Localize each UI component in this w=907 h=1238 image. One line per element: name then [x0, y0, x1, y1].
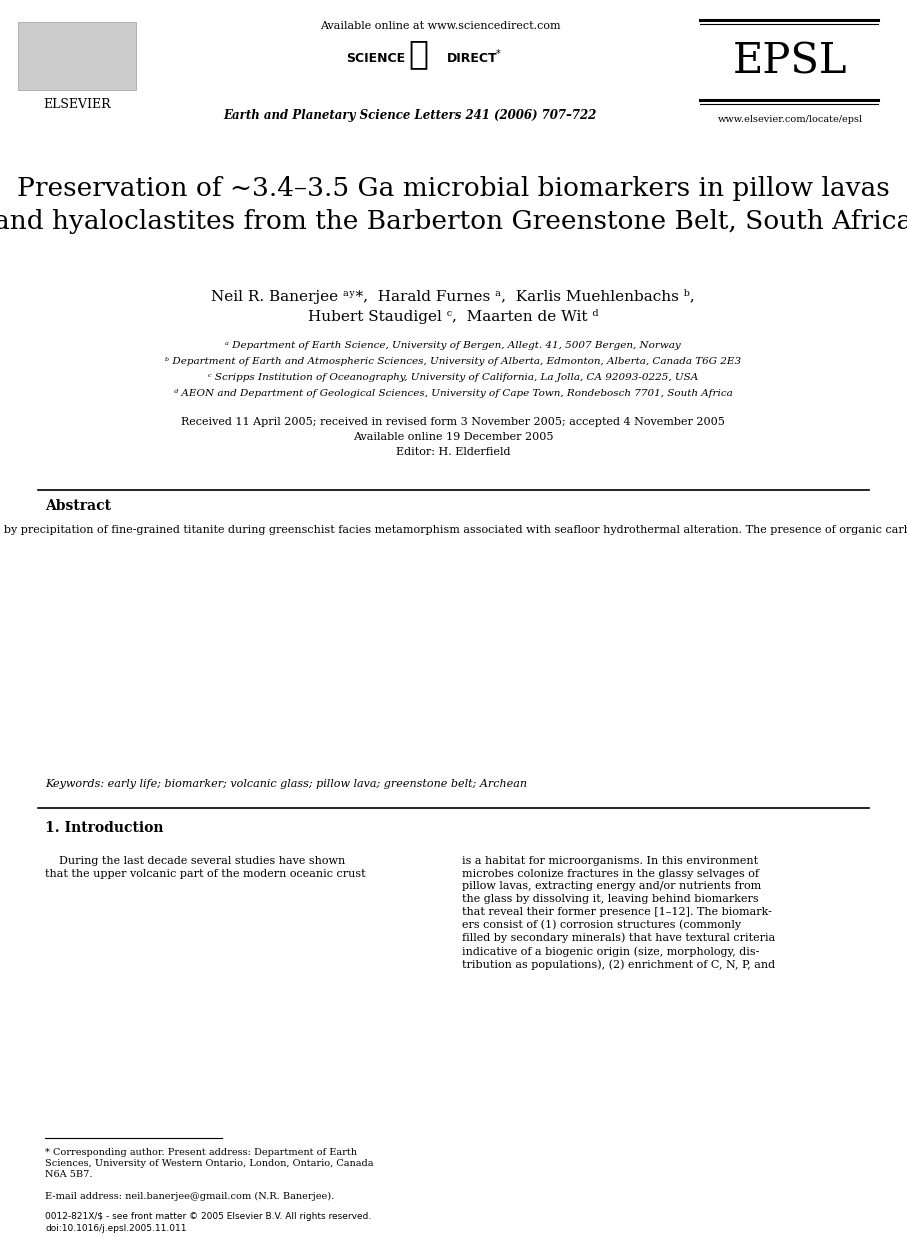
Text: ᶜ Scripps Institution of Oceanography, University of California, La Jolla, CA 92: ᶜ Scripps Institution of Oceanography, U…	[208, 374, 698, 383]
Bar	[18, 22, 136, 90]
Text: E-mail address: neil.banerjee@gmail.com (N.R. Banerjee).: E-mail address: neil.banerjee@gmail.com …	[45, 1192, 335, 1201]
Text: ⓐ: ⓐ	[408, 37, 428, 71]
Text: During the last decade several studies have shown: During the last decade several studies h…	[45, 855, 346, 867]
Text: doi:10.1016/j.epsl.2005.11.011: doi:10.1016/j.epsl.2005.11.011	[45, 1224, 187, 1233]
Text: SCIENCE: SCIENCE	[346, 52, 405, 64]
Text: 0012-821X/$ - see front matter © 2005 Elsevier B.V. All rights reserved.: 0012-821X/$ - see front matter © 2005 El…	[45, 1212, 371, 1221]
Text: Preservation of ~3.4–3.5 Ga microbial biomarkers in pillow lavas
and hyaloclasti: Preservation of ~3.4–3.5 Ga microbial bi…	[0, 176, 907, 234]
Text: Available online 19 December 2005: Available online 19 December 2005	[353, 432, 553, 442]
Text: Editor: H. Elderfield: Editor: H. Elderfield	[395, 447, 511, 457]
Text: ELSEVIER: ELSEVIER	[44, 98, 111, 111]
Text: Exceptionally well-preserved pillow lavas and inter-pillow hyaloclastites from t: Exceptionally well-preserved pillow lava…	[0, 524, 907, 548]
Text: ᵈ AEON and Department of Geological Sciences, University of Cape Town, Rondebosc: ᵈ AEON and Department of Geological Scie…	[173, 390, 732, 399]
Text: is a habitat for microorganisms. In this environment
microbes colonize fractures: is a habitat for microorganisms. In this…	[462, 855, 775, 971]
Text: Received 11 April 2005; received in revised form 3 November 2005; accepted 4 Nov: Received 11 April 2005; received in revi…	[181, 417, 725, 427]
Text: that the upper volcanic part of the modern oceanic crust: that the upper volcanic part of the mode…	[45, 869, 366, 879]
Text: Available online at www.sciencedirect.com: Available online at www.sciencedirect.co…	[319, 21, 561, 31]
Text: ᵃ Department of Earth Science, University of Bergen, Allegt. 41, 5007 Bergen, No: ᵃ Department of Earth Science, Universit…	[225, 342, 681, 350]
Text: Abstract: Abstract	[45, 499, 111, 513]
Text: Earth and Planetary Science Letters 241 (2006) 707–722: Earth and Planetary Science Letters 241 …	[223, 109, 597, 123]
Text: 1. Introduction: 1. Introduction	[45, 821, 163, 834]
Text: Hubert Staudigel ᶜ,  Maarten de Wit ᵈ: Hubert Staudigel ᶜ, Maarten de Wit ᵈ	[307, 308, 599, 323]
Text: www.elsevier.com/locate/epsl: www.elsevier.com/locate/epsl	[717, 115, 863, 125]
Text: Neil R. Banerjee ᵃʸ*,  Harald Furnes ᵃ,  Karlis Muehlenbachs ᵇ,: Neil R. Banerjee ᵃʸ*, Harald Furnes ᵃ, K…	[211, 288, 695, 303]
Text: Keywords: early life; biomarker; volcanic glass; pillow lava; greenstone belt; A: Keywords: early life; biomarker; volcani…	[45, 779, 527, 789]
Text: * Corresponding author. Present address: Department of Earth
Sciences, Universit: * Corresponding author. Present address:…	[45, 1148, 374, 1180]
Text: ᵇ Department of Earth and Atmospheric Sciences, University of Alberta, Edmonton,: ᵇ Department of Earth and Atmospheric Sc…	[165, 358, 741, 366]
Text: *: *	[496, 50, 501, 59]
Text: EPSL: EPSL	[733, 41, 847, 83]
Text: DIRECT: DIRECT	[447, 52, 498, 64]
